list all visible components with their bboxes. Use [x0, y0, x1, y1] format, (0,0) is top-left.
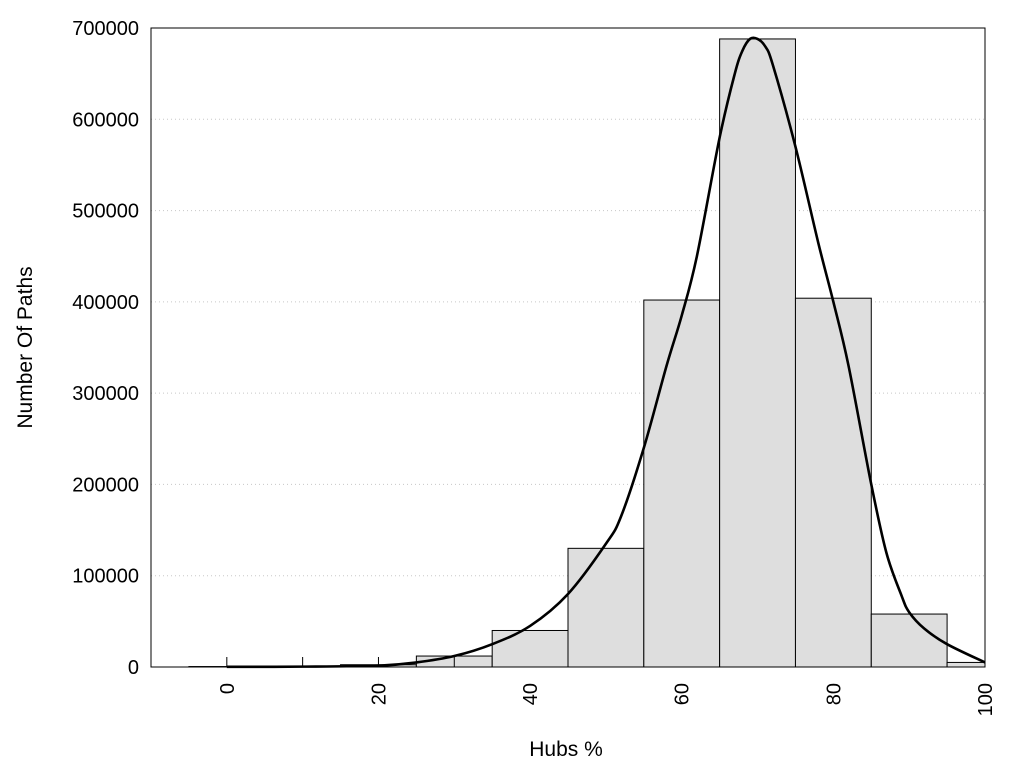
- y-axis-ticks: 0 100000 200000 300000 400000 500000 600000 700…: [72, 18, 139, 679]
- histogram-bar: [946, 661, 986, 668]
- histogram-bar: [870, 613, 948, 668]
- x-tick-label: 40: [520, 683, 542, 705]
- y-tick-label: 600000: [72, 109, 139, 131]
- histogram-bar: [567, 547, 645, 668]
- y-tick-label: 0: [128, 657, 139, 679]
- plot-frame: [150, 27, 986, 668]
- histogram-bar: [491, 629, 569, 668]
- x-axis-ticks: 0 20 40 60 80 100: [217, 657, 997, 716]
- y-axis-title: Number Of Paths: [14, 266, 37, 428]
- x-axis-title: Hubs %: [529, 738, 603, 761]
- x-tick-label: 20: [368, 683, 390, 705]
- x-tick-label: 0: [217, 683, 239, 694]
- x-tick-label: 100: [975, 683, 997, 716]
- y-tick-label: 200000: [72, 474, 139, 496]
- x-tick-label: 60: [672, 683, 694, 705]
- histogram-bars: [188, 38, 986, 668]
- y-tick-label: 400000: [72, 292, 139, 314]
- y-tick-label: 300000: [72, 383, 139, 405]
- y-tick-label: 700000: [72, 18, 139, 40]
- density-curve-layer: [226, 36, 986, 669]
- histogram-bar: [643, 299, 721, 668]
- density-curve: [226, 36, 986, 669]
- histogram-bar: [794, 297, 872, 668]
- histogram-bar: [719, 38, 796, 668]
- x-tick-label: 80: [823, 683, 845, 705]
- y-tick-label: 100000: [72, 566, 139, 588]
- y-tick-label: 500000: [72, 201, 139, 223]
